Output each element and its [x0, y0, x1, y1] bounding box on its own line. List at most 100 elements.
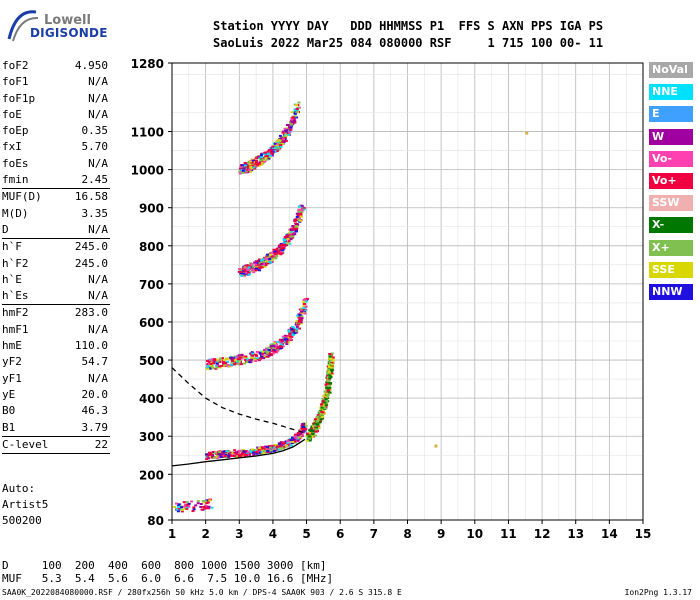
echo-point: [296, 223, 300, 226]
echo-point: [173, 506, 177, 509]
echo-point: [312, 427, 316, 430]
param-value: N/A: [88, 156, 108, 170]
echo-point: [237, 354, 241, 357]
echo-point: [271, 150, 275, 153]
echo-point: [305, 297, 309, 300]
echo-point: [286, 234, 290, 237]
echo-point: [286, 129, 290, 132]
echo-point: [297, 208, 301, 211]
echo-point: [296, 434, 300, 437]
echo-point: [235, 360, 239, 363]
echo-point: [270, 255, 274, 258]
x-tick-label: 1: [168, 527, 176, 541]
legend-item: E: [649, 106, 693, 123]
echo-point: [294, 222, 298, 225]
echo-point: [330, 362, 334, 365]
echo-point: [293, 435, 297, 438]
param-value: 54.7: [81, 355, 109, 369]
echo-point: [275, 147, 279, 150]
echo-point: [262, 355, 266, 358]
echo-point: [288, 233, 292, 236]
echo-point: [222, 453, 226, 456]
echo-point: [213, 359, 217, 362]
echo-point: [323, 400, 327, 403]
echo-point: [315, 426, 319, 429]
echo-point: [216, 363, 220, 366]
echo-point: [316, 414, 320, 417]
echo-point: [259, 159, 263, 162]
echo-point: [280, 445, 284, 448]
logo-text-lowell: Lowell: [44, 13, 91, 28]
echo-point: [279, 136, 283, 139]
echo-point: [292, 227, 296, 230]
echo-point: [304, 299, 308, 302]
echo-point: [286, 124, 290, 127]
echo-point: [324, 406, 328, 409]
echo-point: [244, 454, 248, 457]
echo-point: [282, 135, 286, 138]
echo-point: [321, 405, 325, 408]
echo-point: [253, 167, 257, 170]
echo-point: [247, 271, 251, 274]
echo-point: [233, 449, 237, 452]
legend-item: NNE: [649, 84, 693, 101]
echo-point: [302, 307, 306, 310]
echo-point: [305, 439, 309, 442]
echo-point: [274, 142, 278, 145]
echo-point: [239, 165, 243, 168]
echo-point: [234, 359, 238, 362]
echo-point: [270, 260, 274, 263]
echo-point: [222, 361, 226, 364]
param-row: foF2 4.950: [2, 58, 110, 74]
echo-point: [263, 349, 267, 352]
echo-point: [222, 364, 226, 367]
echo-point: [321, 409, 325, 412]
echo-point: [278, 443, 282, 446]
echo-point: [255, 350, 259, 353]
echo-point: [267, 349, 271, 352]
echo-point: [258, 163, 262, 166]
echo-point: [255, 159, 259, 162]
echo-point: [244, 358, 248, 361]
echo-point: [269, 259, 273, 262]
echo-point: [323, 390, 327, 393]
echo-point: [185, 507, 189, 510]
echo-point: [292, 120, 296, 123]
echo-point: [208, 452, 212, 455]
echo-point: [261, 449, 265, 452]
param-name: yF1: [2, 371, 22, 385]
echo-point: [295, 319, 299, 322]
echo-point: [239, 272, 243, 275]
echo-point: [319, 413, 323, 416]
legend-item: NNW: [649, 283, 693, 300]
echo-point: [240, 357, 244, 360]
echo-point: [280, 345, 284, 348]
echo-point: [230, 452, 234, 455]
echo-point: [316, 426, 320, 429]
echo-point: [276, 143, 280, 146]
echo-point: [232, 356, 236, 359]
echo-point: [280, 243, 284, 246]
echo-point: [283, 236, 287, 239]
param-separator: [2, 304, 110, 306]
echo-point: [265, 253, 269, 256]
echo-point: [326, 387, 330, 390]
echo-point: [263, 265, 267, 268]
profile-curves: [171, 367, 306, 467]
param-name: foE: [2, 107, 22, 121]
echo-point: [204, 504, 208, 507]
echo-point: [308, 437, 312, 440]
echo-point: [289, 235, 293, 238]
echo-point: [308, 433, 312, 436]
echo-point: [203, 500, 207, 503]
x-tick-label: 14: [601, 527, 618, 541]
echo-point: [246, 161, 250, 164]
echo-point: [285, 444, 289, 447]
echo-point: [328, 361, 332, 364]
echo-point: [250, 169, 254, 172]
echo-point: [223, 455, 227, 458]
echo-point: [328, 388, 332, 391]
echo-point: [293, 233, 297, 236]
param-separator: [2, 188, 110, 190]
echo-point: [230, 357, 234, 360]
